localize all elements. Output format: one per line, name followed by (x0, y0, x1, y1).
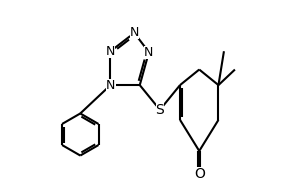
Text: O: O (194, 167, 205, 181)
Text: N: N (106, 45, 115, 58)
Text: N: N (144, 46, 154, 59)
Text: S: S (155, 103, 164, 117)
Text: N: N (130, 26, 139, 40)
Text: N: N (106, 79, 115, 92)
